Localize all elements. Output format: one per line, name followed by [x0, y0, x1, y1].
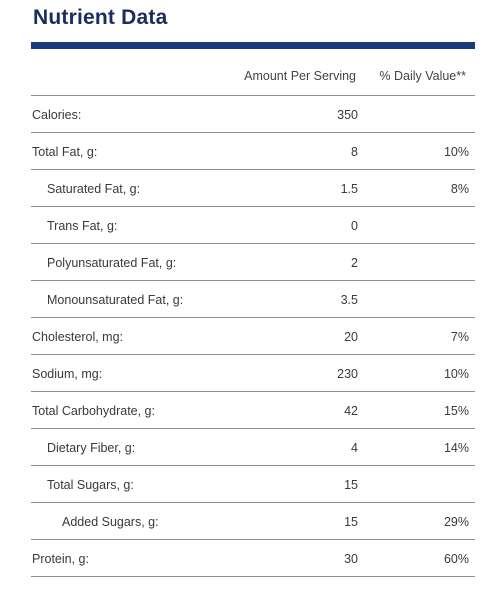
nutrient-label: Saturated Fat, g: [47, 182, 141, 196]
table-row: Added Sugars, g: 15 29% [31, 503, 475, 540]
daily-value-column-header: % Daily Value** [379, 69, 466, 83]
nutrient-label: Polyunsaturated Fat, g: [47, 256, 177, 270]
nutrient-daily-value: 8% [450, 182, 469, 196]
nutrient-daily-value: 14% [443, 441, 469, 455]
nutrient-daily-value: 7% [450, 330, 469, 344]
table-row: Total Fat, g: 8 10% [31, 133, 475, 170]
nutrient-daily-value: 29% [443, 515, 469, 529]
nutrient-amount: 350 [337, 108, 358, 122]
nutrient-amount: 2 [351, 256, 358, 270]
page-title: Nutrient Data [33, 6, 168, 29]
nutrient-amount: 15 [344, 515, 358, 529]
nutrient-label: Added Sugars, g: [62, 515, 159, 529]
nutrient-amount: 3.5 [340, 293, 358, 307]
nutrient-amount: 1.5 [340, 182, 358, 196]
nutrient-label: Protein, g: [32, 552, 89, 566]
nutrient-label: Calories: [32, 108, 82, 122]
nutrient-label: Cholesterol, mg: [32, 330, 124, 344]
table-row: Calories: 350 [31, 96, 475, 133]
nutrient-amount: 230 [337, 367, 358, 381]
title-accent-bar [31, 42, 475, 49]
nutrient-daily-value: 60% [443, 552, 469, 566]
table-row: Total Carbohydrate, g: 42 15% [31, 392, 475, 429]
nutrient-label: Sodium, mg: [32, 367, 103, 381]
table-row: Dietary Fiber, g: 4 14% [31, 429, 475, 466]
table-row: Monounsaturated Fat, g: 3.5 [31, 281, 475, 318]
nutrient-amount: 4 [351, 441, 358, 455]
nutrient-label: Trans Fat, g: [47, 219, 118, 233]
table-header: Amount Per Serving % Daily Value** [31, 59, 475, 96]
table-row: Total Sugars, g: 15 [31, 466, 475, 503]
nutrient-daily-value: 10% [443, 145, 469, 159]
nutrient-amount: 0 [351, 219, 358, 233]
nutrient-daily-value: 15% [443, 404, 469, 418]
table-row: Saturated Fat, g: 1.5 8% [31, 170, 475, 207]
table-body: Calories: 350 Total Fat, g: 8 10% Saturated F… [31, 96, 475, 577]
table-row: Cholesterol, mg: 20 7% [31, 318, 475, 355]
table-row: Trans Fat, g: 0 [31, 207, 475, 244]
nutrient-label: Total Sugars, g: [47, 478, 134, 492]
table-row: Polyunsaturated Fat, g: 2 [31, 244, 475, 281]
nutrient-table: Amount Per Serving % Daily Value** Calor… [31, 59, 475, 577]
nutrient-label: Total Fat, g: [32, 145, 98, 159]
nutrient-label: Dietary Fiber, g: [47, 441, 136, 455]
nutrient-amount: 42 [344, 404, 358, 418]
table-row: Protein, g: 30 60% [31, 540, 475, 577]
nutrient-amount: 20 [344, 330, 358, 344]
nutrient-amount: 15 [344, 478, 358, 492]
nutrient-label: Monounsaturated Fat, g: [47, 293, 184, 307]
nutrient-label: Total Carbohydrate, g: [32, 404, 155, 418]
nutrient-amount: 8 [351, 145, 358, 159]
nutrient-amount: 30 [344, 552, 358, 566]
amount-column-header: Amount Per Serving [244, 69, 356, 83]
nutrient-daily-value: 10% [443, 367, 469, 381]
table-row: Sodium, mg: 230 10% [31, 355, 475, 392]
